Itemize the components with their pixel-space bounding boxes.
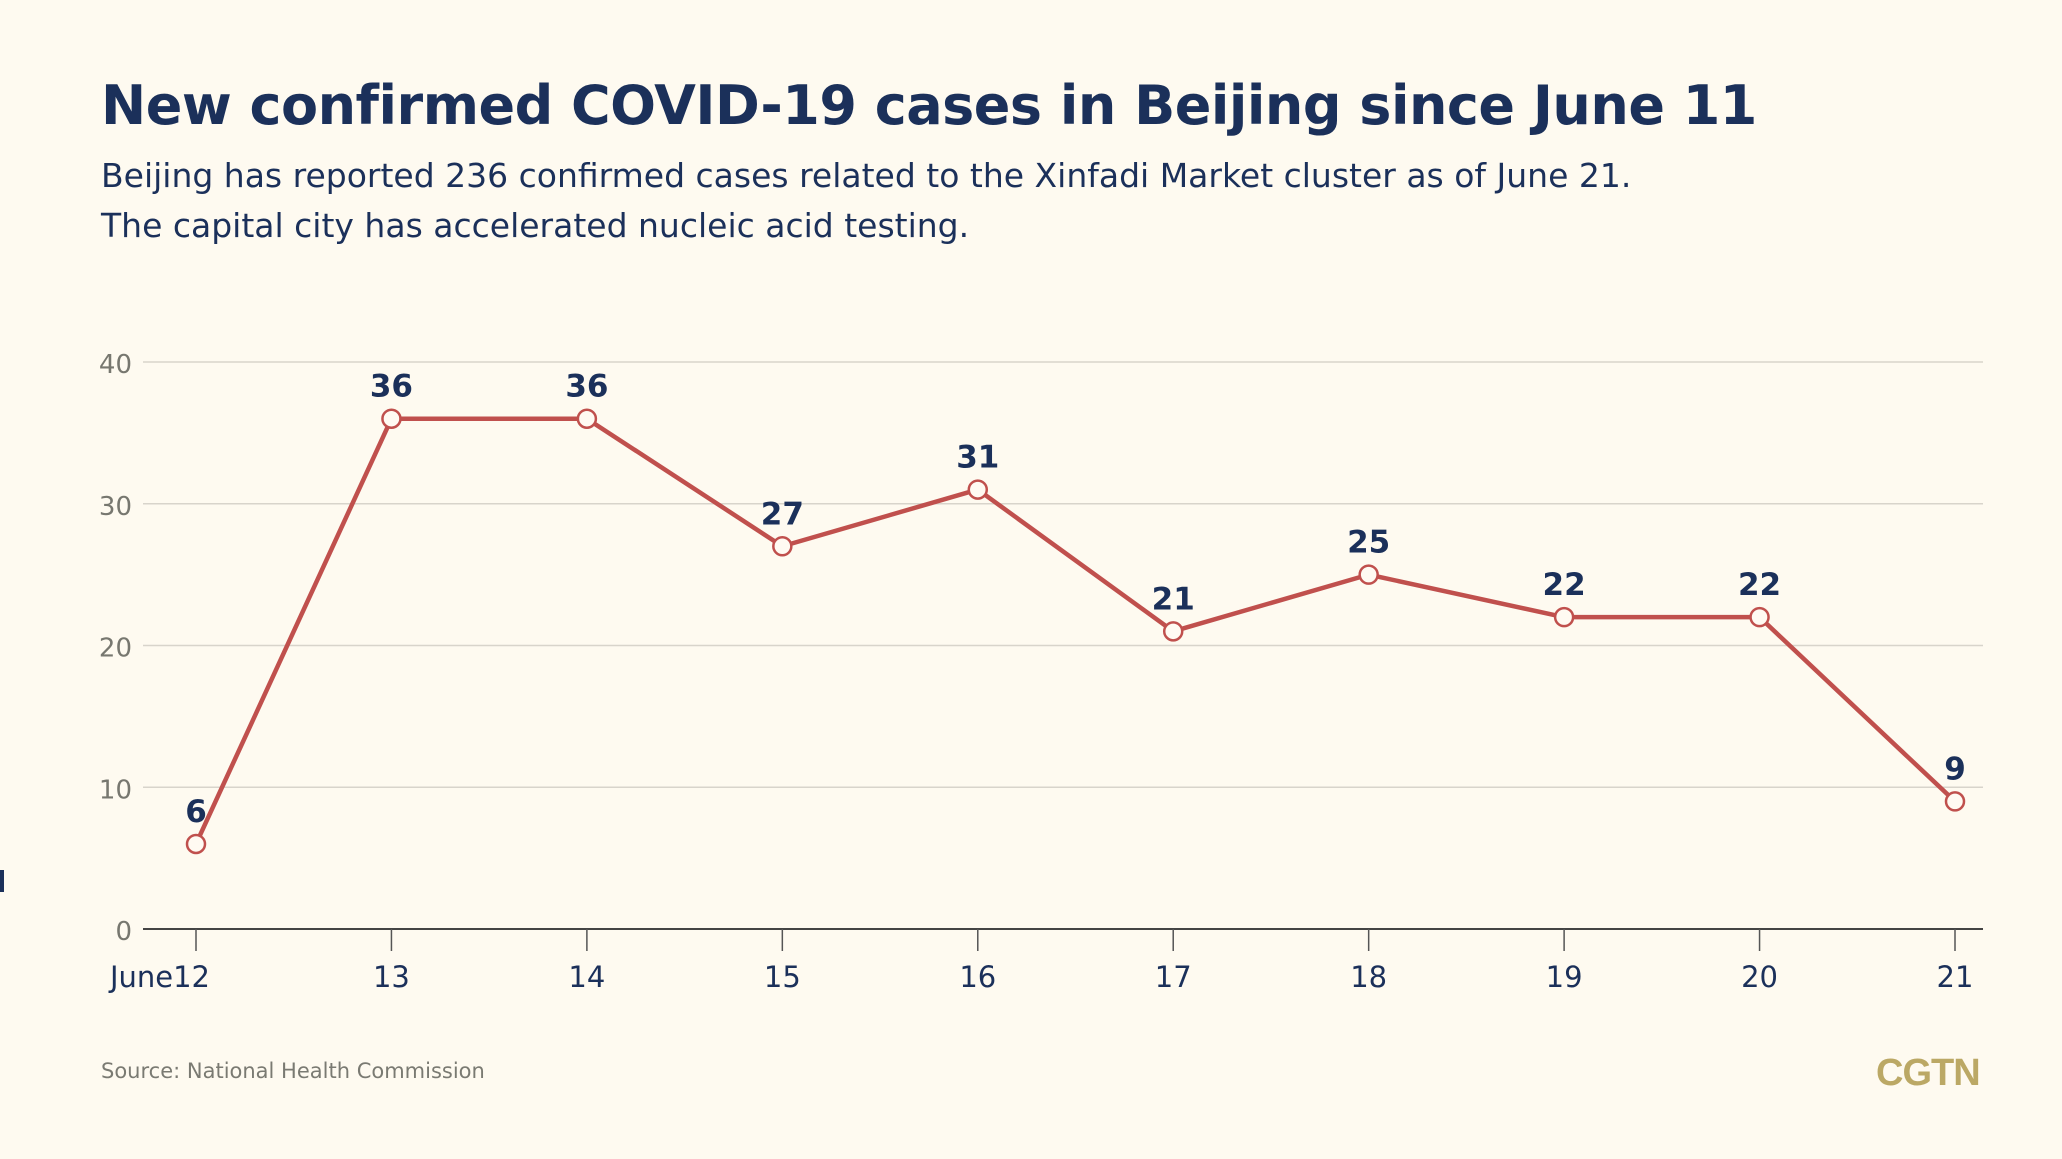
data-point	[381, 408, 402, 429]
x-tick-label: 18	[1350, 960, 1387, 994]
y-tick-label: 30	[99, 492, 132, 522]
data-point	[1944, 791, 1966, 812]
x-tick-label: 19	[1546, 960, 1583, 994]
y-tick-label: 20	[99, 634, 132, 664]
data-point	[772, 536, 793, 557]
data-label: 36	[565, 369, 608, 405]
x-tick-label: 13	[373, 960, 410, 994]
subtitle-line-2: The capital city has accelerated nucleic…	[101, 206, 970, 245]
cgtn-logo: CGTN	[1876, 1052, 1981, 1094]
data-label: 31	[956, 440, 999, 476]
data-point	[576, 408, 598, 429]
chart-title: New confirmed COVID-19 cases in Beijing …	[101, 74, 1757, 137]
x-tick-label: 14	[568, 960, 605, 994]
y-tick-label: 0	[115, 917, 132, 947]
subtitle-line-1: Beijing has reported 236 confirmed cases…	[101, 156, 1632, 195]
data-point	[1553, 606, 1575, 628]
x-tick-label: 17	[1155, 960, 1192, 994]
x-tick-label: June12	[108, 960, 210, 994]
y-tick-label: 40	[99, 350, 132, 380]
data-point	[185, 833, 207, 855]
series-line	[193, 416, 1957, 845]
x-tick-label: 16	[959, 960, 996, 994]
x-tick-label: 21	[1937, 960, 1974, 994]
data-point	[1358, 564, 1379, 585]
data-label: 9	[1944, 751, 1966, 787]
data-label: 22	[1738, 567, 1781, 603]
data-label: 25	[1347, 525, 1390, 561]
data-label: 22	[1543, 567, 1586, 603]
data-point	[967, 479, 989, 500]
data-label: 36	[370, 369, 413, 405]
x-tick-label: 20	[1741, 960, 1778, 994]
source-note: Source: National Health Commission	[101, 1059, 485, 1083]
data-label: 6	[185, 794, 207, 830]
data-point	[1749, 606, 1770, 628]
x-tick-label: 15	[764, 960, 801, 994]
y-tick-label: 10	[99, 775, 132, 805]
data-label: 27	[761, 496, 804, 532]
edge-marker	[0, 870, 4, 892]
data-label: 21	[1152, 581, 1195, 617]
data-point	[1162, 621, 1184, 642]
